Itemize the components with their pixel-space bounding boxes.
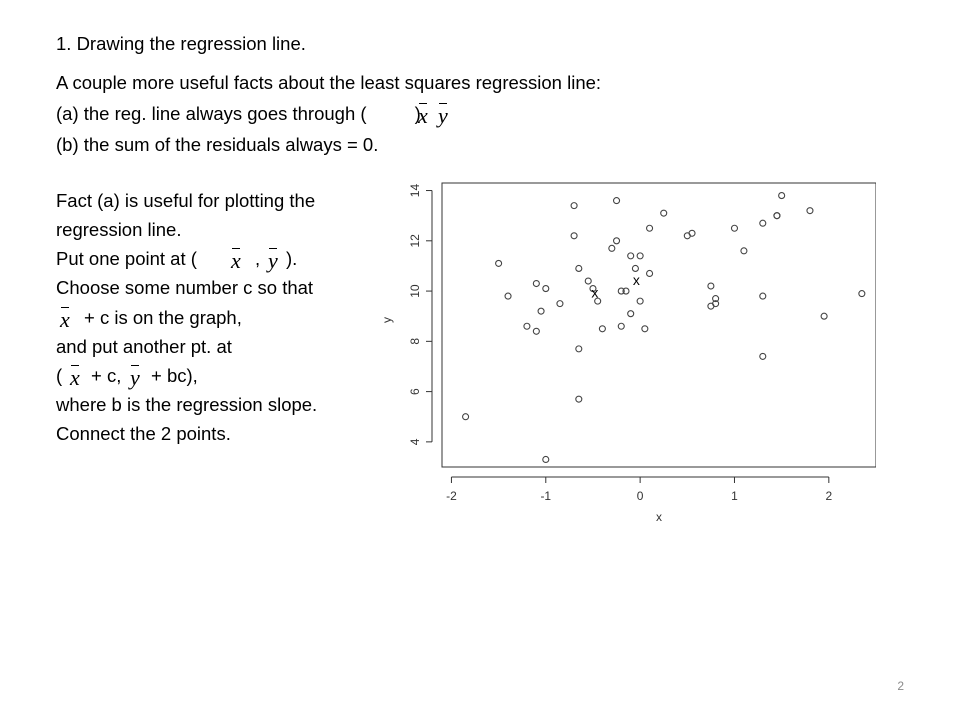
xbar-symbol: x [70, 365, 80, 390]
data-point [612, 237, 621, 245]
fact-a-end: ). [414, 103, 426, 124]
data-point [707, 282, 715, 290]
fact-a-start: (a) the reg. line always goes through ( [56, 103, 367, 124]
data-point [462, 413, 470, 421]
left-line-7-end: + bc), [151, 365, 198, 386]
plot-frame [441, 182, 876, 468]
data-point [858, 290, 866, 298]
x-tick-label: 2 [825, 489, 832, 503]
left-line-1: Fact (a) is useful for plotting the [56, 190, 316, 211]
left-line-6: and put another pt. at [56, 336, 232, 357]
data-point [542, 285, 550, 293]
data-point [641, 325, 649, 333]
data-point [759, 219, 767, 227]
y-tick-label: 14 [408, 184, 422, 198]
data-point [532, 279, 540, 288]
data-point [660, 209, 668, 217]
data-point [712, 300, 720, 308]
data-point [612, 197, 621, 205]
data-point [646, 269, 654, 278]
data-point [627, 310, 635, 318]
fact-b-text: (b) the sum of the residuals always = 0. [56, 134, 379, 155]
data-point [778, 192, 786, 200]
point-annotation: x [591, 284, 598, 300]
data-point [575, 264, 583, 273]
data-point [646, 224, 654, 232]
y-tick-label: 12 [408, 234, 422, 248]
left-line-9: Connect the 2 points. [56, 423, 231, 444]
data-point [806, 207, 814, 215]
x-tick-label: 0 [637, 489, 644, 503]
data-point [584, 277, 592, 285]
data-point [820, 312, 828, 320]
xbar-symbol: x [231, 248, 241, 273]
ybar-symbol: y [130, 365, 140, 390]
data-point [773, 212, 781, 220]
left-line-7-start: ( [56, 365, 63, 386]
y-tick-label: 4 [408, 438, 422, 445]
left-line-2: regression line. [56, 219, 182, 240]
data-point [537, 307, 545, 315]
left-line-8: where b is the regression slope. [56, 394, 318, 415]
data-point [636, 252, 644, 260]
xbar-symbol: x [60, 307, 70, 332]
x-tick-label: -1 [540, 489, 551, 503]
left-line-3-start: Put one point at ( [56, 248, 197, 269]
data-point [570, 202, 578, 210]
y-tick-label: 6 [408, 388, 422, 395]
y-tick-label: 8 [408, 338, 422, 345]
data-point [608, 244, 616, 252]
fact-a-text: (a) the reg. line always goes through ()… [56, 102, 426, 126]
data-point [627, 252, 635, 260]
data-point [622, 287, 630, 295]
x-tick-label: 1 [731, 489, 738, 503]
data-point [575, 395, 583, 403]
data-point [532, 327, 540, 335]
data-point [594, 297, 602, 305]
left-line-7-mid: + c, [91, 365, 122, 386]
data-point [523, 322, 531, 330]
slide-title: 1. Drawing the regression line. [56, 33, 306, 54]
data-point [570, 232, 578, 240]
data-point [759, 292, 767, 300]
data-point [631, 264, 639, 273]
data-point [575, 345, 583, 353]
y-axis-label: y [380, 317, 394, 323]
left-line-3-end: ). [286, 248, 298, 269]
x-tick-label: -2 [446, 489, 457, 503]
left-line-4: Choose some number c so that [56, 277, 314, 298]
data-point [730, 224, 739, 232]
xbar-symbol: x [418, 103, 428, 128]
ybar-symbol: y [438, 103, 448, 128]
y-tick-label: 10 [408, 284, 422, 298]
data-point [495, 259, 503, 267]
data-point [589, 285, 597, 293]
data-point [542, 455, 550, 464]
intro-text: A couple more useful facts about the lea… [56, 72, 602, 93]
left-line-5-end: + c is on the graph, [84, 307, 242, 328]
data-point [688, 229, 696, 237]
data-point [759, 352, 767, 360]
point-annotation: x [633, 272, 640, 288]
page-number: 2 [897, 679, 904, 693]
left-line-3-mid: , [255, 248, 261, 269]
data-point [504, 292, 512, 300]
data-point [617, 287, 625, 295]
data-point [617, 322, 625, 330]
data-point [598, 325, 606, 333]
data-point [636, 297, 644, 305]
data-point [740, 247, 748, 255]
x-axis-label: x [656, 510, 662, 524]
data-point [712, 295, 720, 303]
data-point [556, 300, 564, 308]
ybar-symbol: y [268, 248, 278, 273]
